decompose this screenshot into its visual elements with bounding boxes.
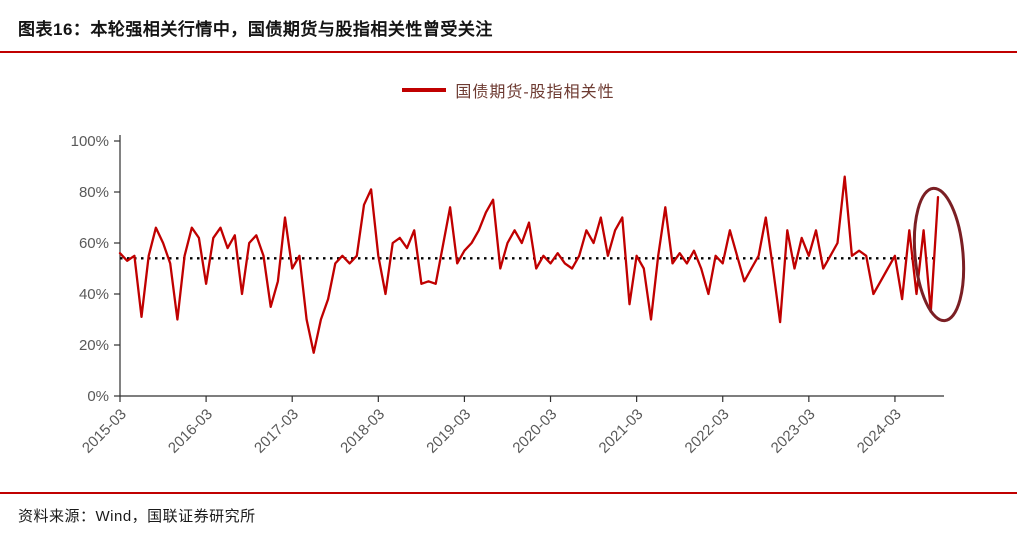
title-bar: 图表16：本轮强相关行情中，国债期货与股指相关性曾受关注 (0, 0, 1017, 51)
x-axis-tick-label: 2024-03 (854, 406, 905, 457)
x-axis-tick-label: 2018-03 (337, 406, 388, 457)
legend-line-marker (402, 88, 447, 92)
y-axis-tick-label: 20% (79, 337, 109, 354)
highlight-ellipse (912, 186, 966, 323)
chart-canvas: 0% 20% 40% 60% 80% 100% 2015-03 2016-03 2017-03 2… (71, 133, 966, 457)
legend-label: 国债期货-股指相关性 (455, 84, 615, 101)
y-axis-tick-label: 40% (79, 286, 109, 303)
chart-area: 0% 20% 40% 60% 80% 100% 2015-03 2016-03 2017-03 2… (0, 111, 1017, 476)
chart-title: 图表16：本轮强相关行情中，国债期货与股指相关性曾受关注 (18, 20, 493, 39)
y-axis-tick-label: 60% (79, 235, 109, 252)
x-axis-tick-label: 2021-03 (596, 406, 647, 457)
x-axis-tick-label: 2023-03 (768, 406, 819, 457)
source-text: 资料来源：Wind，国联证券研究所 (18, 508, 256, 525)
title-divider (0, 51, 1017, 53)
y-axis-tick-label: 100% (71, 133, 109, 150)
correlation-line-series (118, 175, 940, 354)
x-axis-tick-label: 2016-03 (165, 406, 216, 457)
y-axis-tick-label: 0% (87, 388, 109, 405)
source-bar: 资料来源：Wind，国联证券研究所 (0, 494, 1017, 526)
x-axis-tick-label: 2020-03 (509, 406, 560, 457)
x-axis-tick-label: 2022-03 (682, 406, 733, 457)
x-axis-tick-label: 2017-03 (251, 406, 302, 457)
x-axis-tick-label: 2019-03 (423, 406, 474, 457)
x-axis-tick-label: 2015-03 (79, 406, 130, 457)
footer-divider (0, 492, 1017, 494)
legend: 国债期货-股指相关性 (0, 79, 1017, 101)
y-axis-tick-label: 80% (79, 184, 109, 201)
